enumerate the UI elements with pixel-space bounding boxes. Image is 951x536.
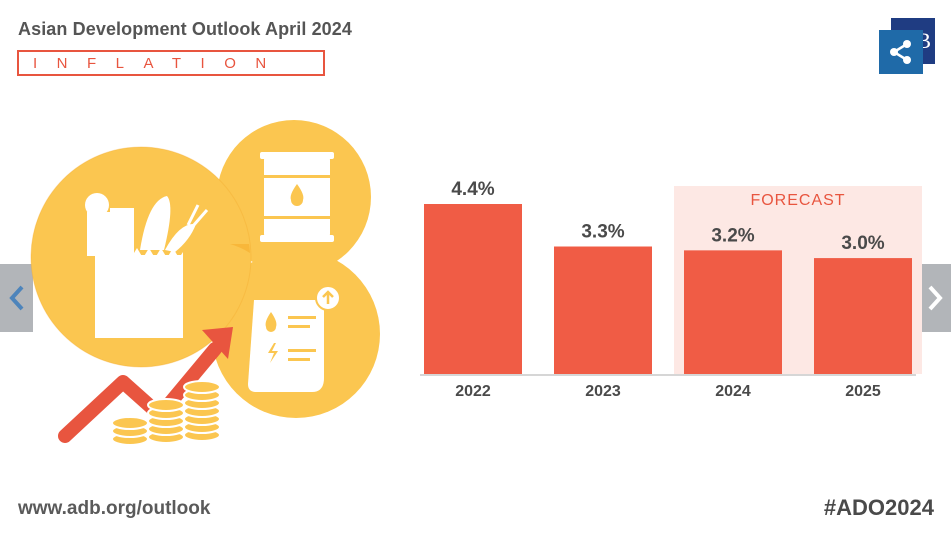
coin-stacks-icon	[111, 380, 221, 446]
page-title: Asian Development Outlook April 2024	[18, 19, 353, 39]
category-label-2022: 2022	[455, 383, 491, 400]
share-icon	[890, 40, 911, 64]
subtitle-box: INFLATION	[17, 50, 325, 76]
value-label-2025: 3.0%	[841, 233, 884, 254]
forecast-label: FORECAST	[750, 192, 845, 209]
oil-barrel-icon	[260, 152, 334, 242]
bar-2022	[424, 204, 522, 374]
next-slide-button[interactable]	[918, 264, 951, 332]
bar-2024	[684, 250, 782, 374]
share-button[interactable]	[879, 30, 923, 74]
share-widget[interactable]: B	[879, 18, 935, 74]
category-label-2024: 2024	[715, 383, 751, 400]
bar-2023	[554, 246, 652, 374]
category-label-2025: 2025	[845, 383, 881, 400]
chevron-left-icon	[8, 285, 23, 311]
utility-bill-icon	[248, 285, 341, 392]
footer-url: www.adb.org/outlook	[18, 498, 211, 519]
bar-2025	[814, 258, 912, 374]
grocery-bag-icon	[85, 193, 209, 338]
category-label-2023: 2023	[585, 383, 621, 400]
subtitle-text: INFLATION	[33, 54, 286, 72]
footer-hashtag: #ADO2024	[823, 495, 934, 520]
previous-slide-button[interactable]	[0, 264, 33, 332]
bars-group: 4.4% 2022 3.3% 2023 3.2% 2024 3.0% 2025	[424, 179, 912, 400]
value-label-2024: 3.2%	[711, 225, 754, 246]
value-label-2023: 3.3%	[581, 222, 624, 243]
rising-arrow-icon	[58, 327, 233, 443]
value-label-2022: 4.4%	[451, 179, 494, 200]
chevron-right-icon	[928, 285, 943, 311]
